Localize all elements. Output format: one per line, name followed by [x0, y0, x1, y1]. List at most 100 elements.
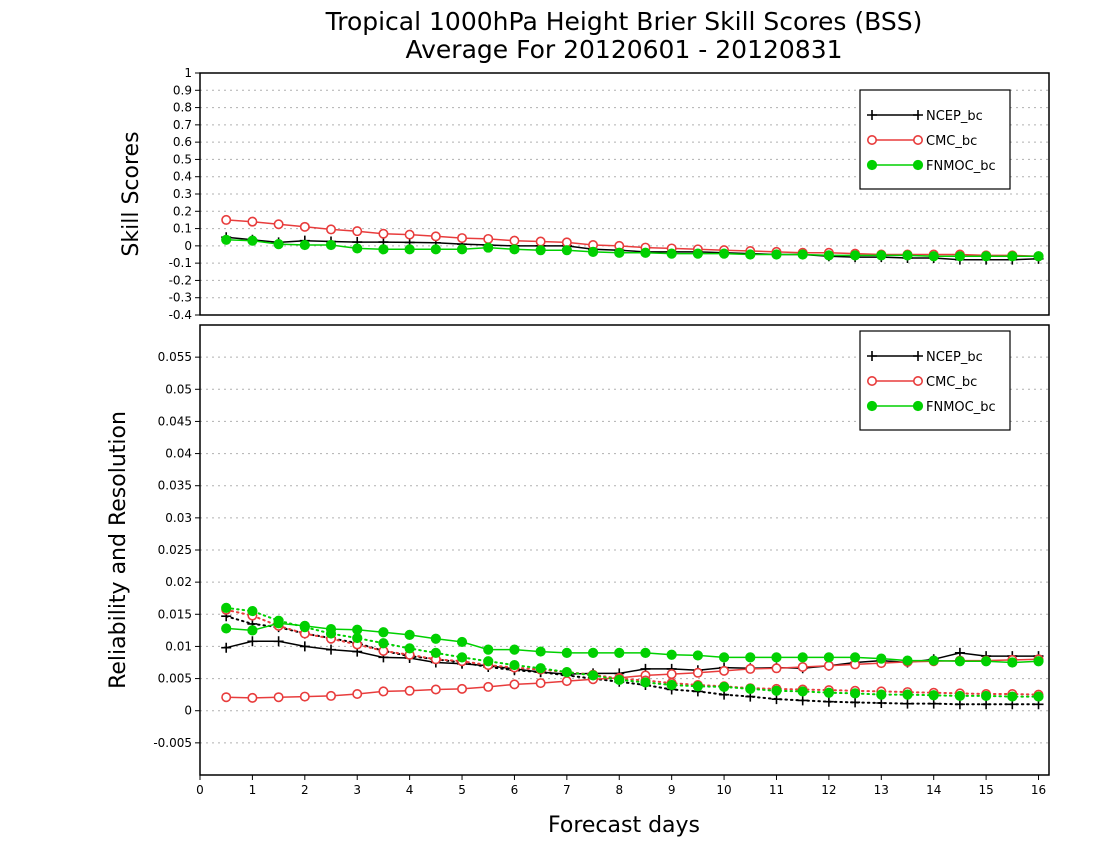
filled-circle-marker	[876, 689, 887, 700]
x-tick-label: 6	[511, 783, 519, 797]
filled-circle-marker	[666, 649, 677, 660]
filled-circle-marker	[247, 625, 258, 636]
open-circle-marker	[797, 661, 808, 672]
filled-circle-marker	[849, 688, 861, 699]
open-circle-marker	[299, 221, 310, 232]
filled-circle-marker	[378, 244, 389, 255]
filled-circle-marker	[928, 251, 939, 262]
y-tick-label: 0.8	[173, 101, 192, 115]
x-tick-label: 5	[458, 783, 466, 797]
plus-marker	[913, 351, 923, 361]
open-circle-marker	[404, 229, 415, 240]
x-tick-label: 11	[769, 783, 784, 797]
y-tick-label: 0.1	[173, 222, 192, 236]
filled-circle-marker	[954, 690, 966, 702]
filled-circle-marker	[535, 663, 546, 674]
filled-circle-marker	[866, 400, 878, 412]
filled-circle-marker	[483, 644, 494, 655]
y-tick-label: -0.4	[169, 308, 192, 322]
open-circle-marker	[823, 660, 834, 671]
x-axis-title: Forecast days	[548, 813, 700, 838]
filled-circle-marker	[352, 243, 363, 254]
open-circle-marker	[745, 663, 756, 674]
filled-circle-marker	[247, 605, 258, 617]
filled-circle-marker	[352, 632, 363, 644]
x-tick-label: 13	[874, 783, 889, 797]
x-tick-label: 12	[821, 783, 836, 797]
filled-circle-marker	[823, 652, 834, 663]
legend: NCEP_bc CMC_bc FNMOC_bc	[859, 89, 1011, 190]
open-circle-marker	[430, 231, 441, 242]
filled-circle-marker	[325, 628, 337, 639]
filled-circle-marker	[718, 681, 730, 693]
x-tick-label: 1	[249, 783, 257, 797]
filled-circle-marker	[1007, 251, 1018, 262]
x-tick-label: 15	[978, 783, 993, 797]
x-tick-label: 3	[353, 783, 361, 797]
y-tick-label: 0.05	[165, 382, 192, 396]
open-circle-marker	[483, 681, 494, 692]
plus-marker	[823, 696, 834, 707]
y-tick-label: 0.045	[158, 414, 192, 428]
y-tick-label: 0	[184, 239, 192, 253]
open-circle-marker	[273, 692, 284, 703]
filled-circle-marker	[797, 249, 808, 260]
filled-circle-marker	[247, 235, 258, 246]
open-circle-marker	[378, 228, 389, 239]
legend-label: NCEP_bc	[926, 109, 983, 124]
y-tick-label: -0.1	[169, 256, 192, 270]
filled-circle-marker	[902, 655, 913, 666]
skill-scores-panel: -0.4 -0.3 -0.2 -0.1 0 0.1 0.2 0.3 0.4 0.5 0.6 0.7 0.…	[119, 66, 1050, 322]
legend-label: CMC_bc	[926, 375, 977, 390]
legend-label: NCEP_bc	[926, 350, 983, 365]
open-circle-marker	[247, 692, 258, 703]
filled-circle-marker	[587, 670, 599, 681]
filled-circle-marker	[221, 623, 232, 634]
y-tick-label: -0.3	[169, 291, 192, 305]
open-circle-marker	[352, 226, 363, 237]
filled-circle-marker	[509, 244, 520, 255]
filled-circle-marker	[535, 245, 546, 256]
open-circle-marker	[273, 219, 284, 230]
filled-circle-marker	[456, 652, 468, 663]
open-circle-marker	[404, 685, 415, 696]
filled-circle-marker	[483, 242, 494, 253]
filled-circle-marker	[561, 667, 572, 678]
filled-circle-marker	[797, 686, 808, 697]
filled-circle-marker	[876, 250, 887, 261]
filled-circle-marker	[954, 656, 966, 667]
filled-circle-marker	[771, 652, 782, 663]
filled-circle-marker	[692, 681, 703, 692]
open-circle-marker	[535, 678, 546, 689]
x-tick-label: 2	[301, 783, 309, 797]
filled-circle-marker	[299, 622, 310, 633]
plus-marker	[247, 636, 258, 647]
x-tick-label: 4	[406, 783, 414, 797]
x-axis: 0 1 2 3 4 5 6 7 8 9 10 11 12 13 14 15 16	[196, 775, 1046, 797]
plus-marker	[867, 351, 877, 361]
x-tick-label: 16	[1031, 783, 1046, 797]
plus-marker	[221, 642, 232, 653]
filled-circle-marker	[718, 248, 730, 259]
filled-circle-marker	[745, 249, 756, 260]
filled-circle-marker	[614, 674, 625, 685]
filled-circle-marker	[430, 244, 441, 255]
x-tick-label: 7	[563, 783, 571, 797]
y-tick-label: 0.055	[158, 350, 192, 364]
filled-circle-marker	[849, 652, 861, 663]
filled-circle-marker	[1033, 656, 1044, 667]
filled-circle-marker	[535, 646, 546, 657]
filled-circle-marker	[823, 687, 834, 698]
filled-circle-marker	[981, 251, 992, 262]
open-circle-marker	[299, 691, 310, 702]
filled-circle-marker	[1033, 691, 1044, 702]
filled-circle-marker	[221, 234, 232, 245]
y-tick-label: 0.3	[173, 187, 192, 201]
open-circle-marker	[457, 683, 468, 694]
plus-marker	[850, 697, 861, 708]
series-line-cmc-bc-dotted	[225, 608, 1040, 696]
plus-marker	[867, 110, 877, 120]
filled-circle-marker	[902, 250, 913, 261]
open-circle-marker	[221, 214, 232, 225]
